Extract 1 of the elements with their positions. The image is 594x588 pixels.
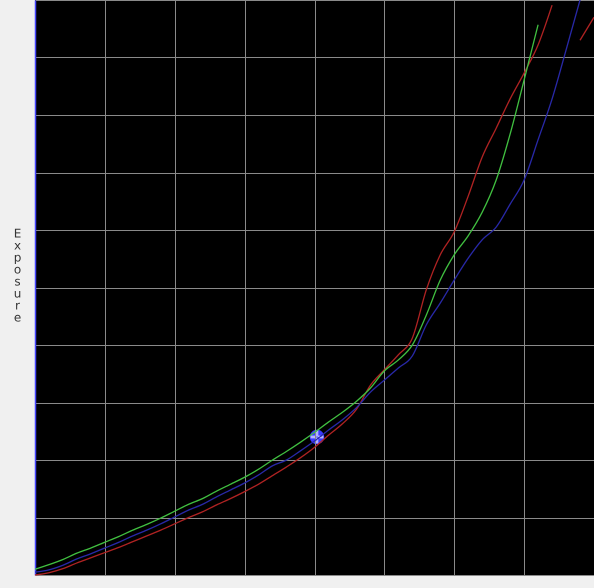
y-axis-title: Exposure bbox=[14, 226, 22, 324]
